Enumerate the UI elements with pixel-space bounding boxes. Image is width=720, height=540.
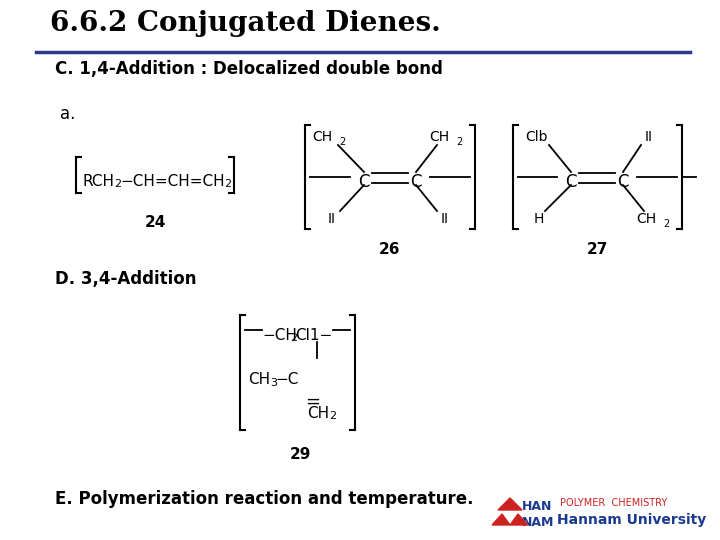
- Text: 2: 2: [224, 179, 231, 189]
- Text: E. Polymerization reaction and temperature.: E. Polymerization reaction and temperatu…: [55, 490, 474, 508]
- Text: POLYMER  CHEMISTRY: POLYMER CHEMISTRY: [560, 498, 667, 508]
- Text: 29: 29: [289, 447, 311, 462]
- Text: C. 1,4-Addition : Delocalized double bond: C. 1,4-Addition : Delocalized double bon…: [55, 60, 443, 78]
- Text: Clb: Clb: [526, 130, 548, 144]
- Text: D. 3,4-Addition: D. 3,4-Addition: [55, 270, 197, 288]
- Polygon shape: [498, 498, 522, 510]
- Text: CH: CH: [636, 212, 656, 226]
- Text: II: II: [328, 212, 336, 226]
- Text: C: C: [565, 173, 577, 191]
- Text: 2: 2: [663, 219, 669, 229]
- Text: C: C: [410, 173, 422, 191]
- Text: −CH: −CH: [262, 327, 297, 342]
- Polygon shape: [492, 514, 510, 525]
- Text: 2: 2: [456, 137, 462, 147]
- Text: CH: CH: [312, 130, 332, 144]
- Text: 27: 27: [586, 242, 608, 257]
- Polygon shape: [510, 514, 528, 525]
- Text: −C: −C: [275, 373, 298, 388]
- Text: II: II: [645, 130, 653, 144]
- Text: C: C: [617, 173, 629, 191]
- Text: II: II: [441, 212, 449, 226]
- Text: 2: 2: [329, 411, 336, 421]
- Text: H: H: [534, 212, 544, 226]
- Text: NAM: NAM: [522, 516, 554, 529]
- Text: CH: CH: [429, 130, 449, 144]
- Text: CH: CH: [307, 406, 329, 421]
- Text: Hannam University: Hannam University: [557, 513, 706, 527]
- Text: 3: 3: [270, 378, 277, 388]
- Text: 2: 2: [114, 179, 121, 189]
- Text: =: =: [305, 393, 320, 411]
- Text: 26: 26: [379, 242, 401, 257]
- Text: 2: 2: [290, 333, 297, 343]
- Text: 24: 24: [144, 215, 166, 230]
- Text: Cl1−: Cl1−: [295, 327, 332, 342]
- Text: C: C: [359, 173, 370, 191]
- Text: CH: CH: [248, 373, 270, 388]
- Text: −CH=CH=CH: −CH=CH=CH: [120, 173, 225, 188]
- Text: RCH: RCH: [82, 173, 114, 188]
- Text: a.: a.: [60, 105, 76, 123]
- Text: HAN: HAN: [522, 501, 552, 514]
- Text: 6.6.2 Conjugated Dienes.: 6.6.2 Conjugated Dienes.: [50, 10, 441, 37]
- Text: 2: 2: [339, 137, 345, 147]
